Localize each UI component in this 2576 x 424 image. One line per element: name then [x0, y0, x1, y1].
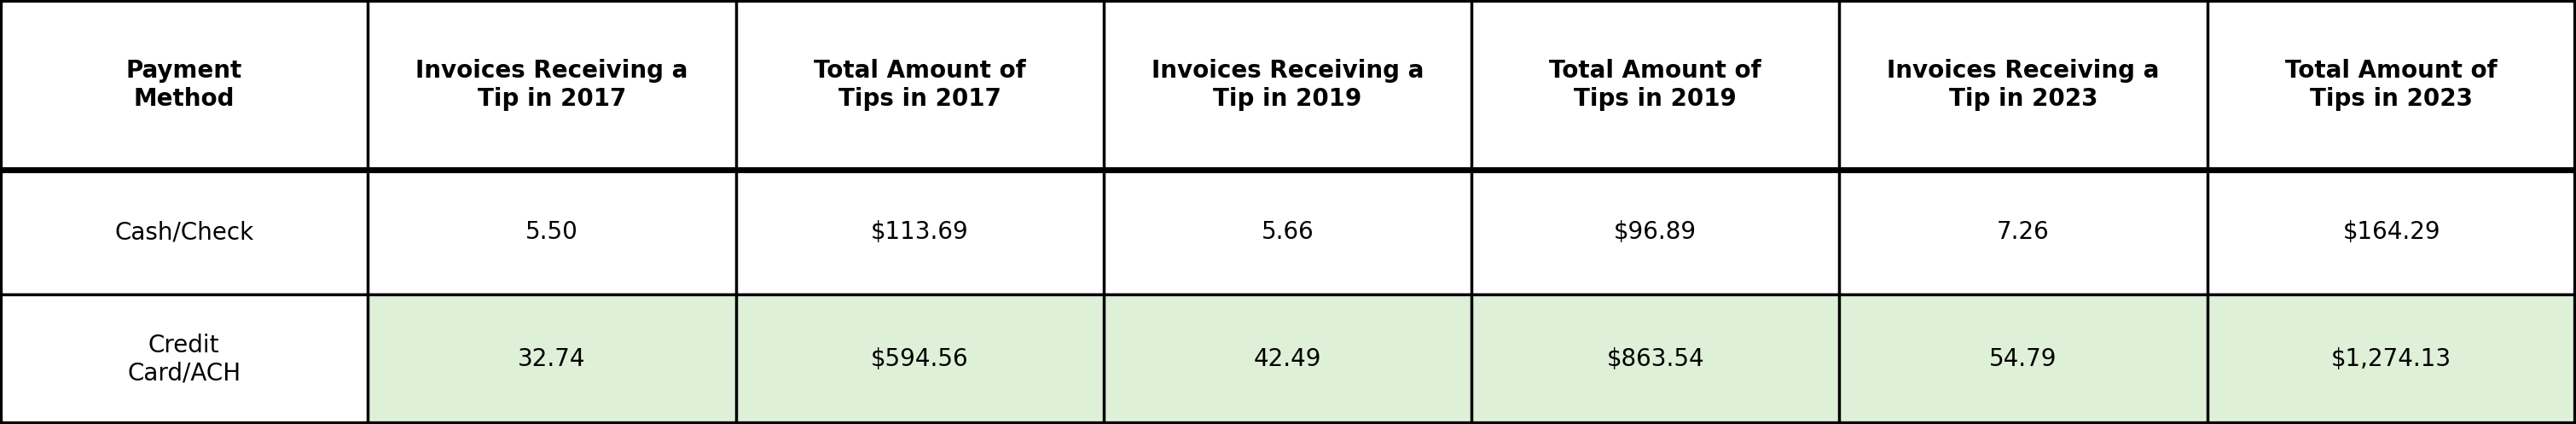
Bar [368, 295, 737, 424]
Text: 5.50: 5.50 [526, 220, 577, 244]
Text: Total Amount of
Tips in 2019: Total Amount of Tips in 2019 [1548, 59, 1762, 111]
Bar [2208, 170, 2576, 295]
Bar [737, 295, 1103, 424]
Text: 54.79: 54.79 [1989, 347, 2058, 371]
Text: $863.54: $863.54 [1607, 347, 1705, 371]
Text: $96.89: $96.89 [1615, 220, 1698, 244]
Bar [1103, 170, 1471, 295]
Bar [2208, 295, 2576, 424]
Text: $113.69: $113.69 [871, 220, 969, 244]
Bar [2208, 0, 2576, 170]
Text: Invoices Receiving a
Tip in 2023: Invoices Receiving a Tip in 2023 [1888, 59, 2159, 111]
Bar [0, 295, 368, 424]
Text: $164.29: $164.29 [2342, 220, 2439, 244]
Bar [1839, 295, 2208, 424]
Text: Invoices Receiving a
Tip in 2017: Invoices Receiving a Tip in 2017 [415, 59, 688, 111]
Text: 7.26: 7.26 [1996, 220, 2050, 244]
Bar [1471, 170, 1839, 295]
Bar [1471, 295, 1839, 424]
Text: Total Amount of
Tips in 2017: Total Amount of Tips in 2017 [814, 59, 1025, 111]
Bar [0, 0, 368, 170]
Text: Credit
Card/ACH: Credit Card/ACH [126, 334, 240, 385]
Bar [368, 170, 737, 295]
Bar [1839, 170, 2208, 295]
Text: 5.66: 5.66 [1262, 220, 1314, 244]
Bar [1103, 0, 1471, 170]
Text: $594.56: $594.56 [871, 347, 969, 371]
Bar [0, 170, 368, 295]
Text: Total Amount of
Tips in 2023: Total Amount of Tips in 2023 [2285, 59, 2499, 111]
Bar [368, 0, 737, 170]
Bar [737, 170, 1103, 295]
Bar [737, 0, 1103, 170]
Text: Cash/Check: Cash/Check [113, 220, 252, 244]
Text: $1,274.13: $1,274.13 [2331, 347, 2452, 371]
Bar [1839, 0, 2208, 170]
Bar [1103, 295, 1471, 424]
Bar [1471, 0, 1839, 170]
Text: Payment
Method: Payment Method [126, 59, 242, 111]
Text: 32.74: 32.74 [518, 347, 585, 371]
Text: 42.49: 42.49 [1255, 347, 1321, 371]
Text: Invoices Receiving a
Tip in 2019: Invoices Receiving a Tip in 2019 [1151, 59, 1425, 111]
